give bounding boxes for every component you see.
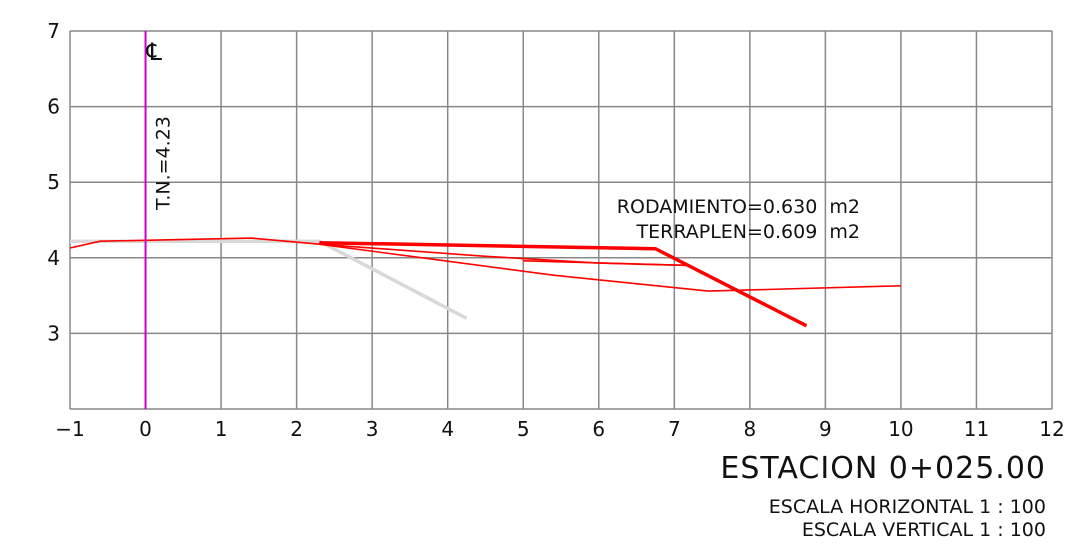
x-tick-label: 0 xyxy=(139,417,152,441)
y-tick-label: 4 xyxy=(47,246,60,270)
layer-top-line xyxy=(523,260,690,267)
vertical-scale-note: ESCALA VERTICAL 1 : 100 xyxy=(802,519,1046,541)
centerline-symbol: ℄ xyxy=(146,38,163,66)
x-tick-label: −1 xyxy=(55,417,84,441)
x-tick-label: 5 xyxy=(517,417,530,441)
grid xyxy=(69,30,1053,410)
horizontal-scale-note: ESCALA HORIZONTAL 1 : 100 xyxy=(769,496,1046,518)
x-tick-label: 9 xyxy=(819,417,832,441)
y-tick-label: 7 xyxy=(47,19,60,43)
x-tick-label: 12 xyxy=(1039,417,1064,441)
rodamiento-annotation: RODAMIENTO=0.630 m2 xyxy=(617,196,860,218)
reference-line xyxy=(70,239,468,320)
x-tick-label: 11 xyxy=(964,417,989,441)
x-tick-label: 8 xyxy=(743,417,756,441)
terraplen-annotation: TERRAPLEN=0.609 m2 xyxy=(636,221,861,243)
x-tick-label: 10 xyxy=(888,417,913,441)
x-tick-label: 6 xyxy=(592,417,605,441)
station-title: ESTACION 0+025.00 xyxy=(720,451,1046,486)
x-tick-label: 7 xyxy=(668,417,681,441)
profile-lines xyxy=(69,237,901,328)
x-tick-label: 3 xyxy=(366,417,379,441)
y-tick-label: 5 xyxy=(47,170,60,194)
x-axis-ticks: −1 0 1 2 3 4 5 6 7 8 9 10 11 12 xyxy=(55,417,1064,441)
tn-label: T.N.=4.23 xyxy=(153,116,175,211)
y-axis-ticks: 3 4 5 6 7 xyxy=(47,19,60,345)
x-tick-label: 2 xyxy=(290,417,303,441)
x-tick-label: 1 xyxy=(215,417,228,441)
x-tick-label: 4 xyxy=(441,417,454,441)
road-design-line xyxy=(319,240,808,328)
y-tick-label: 3 xyxy=(47,321,60,345)
y-tick-label: 6 xyxy=(47,95,60,119)
